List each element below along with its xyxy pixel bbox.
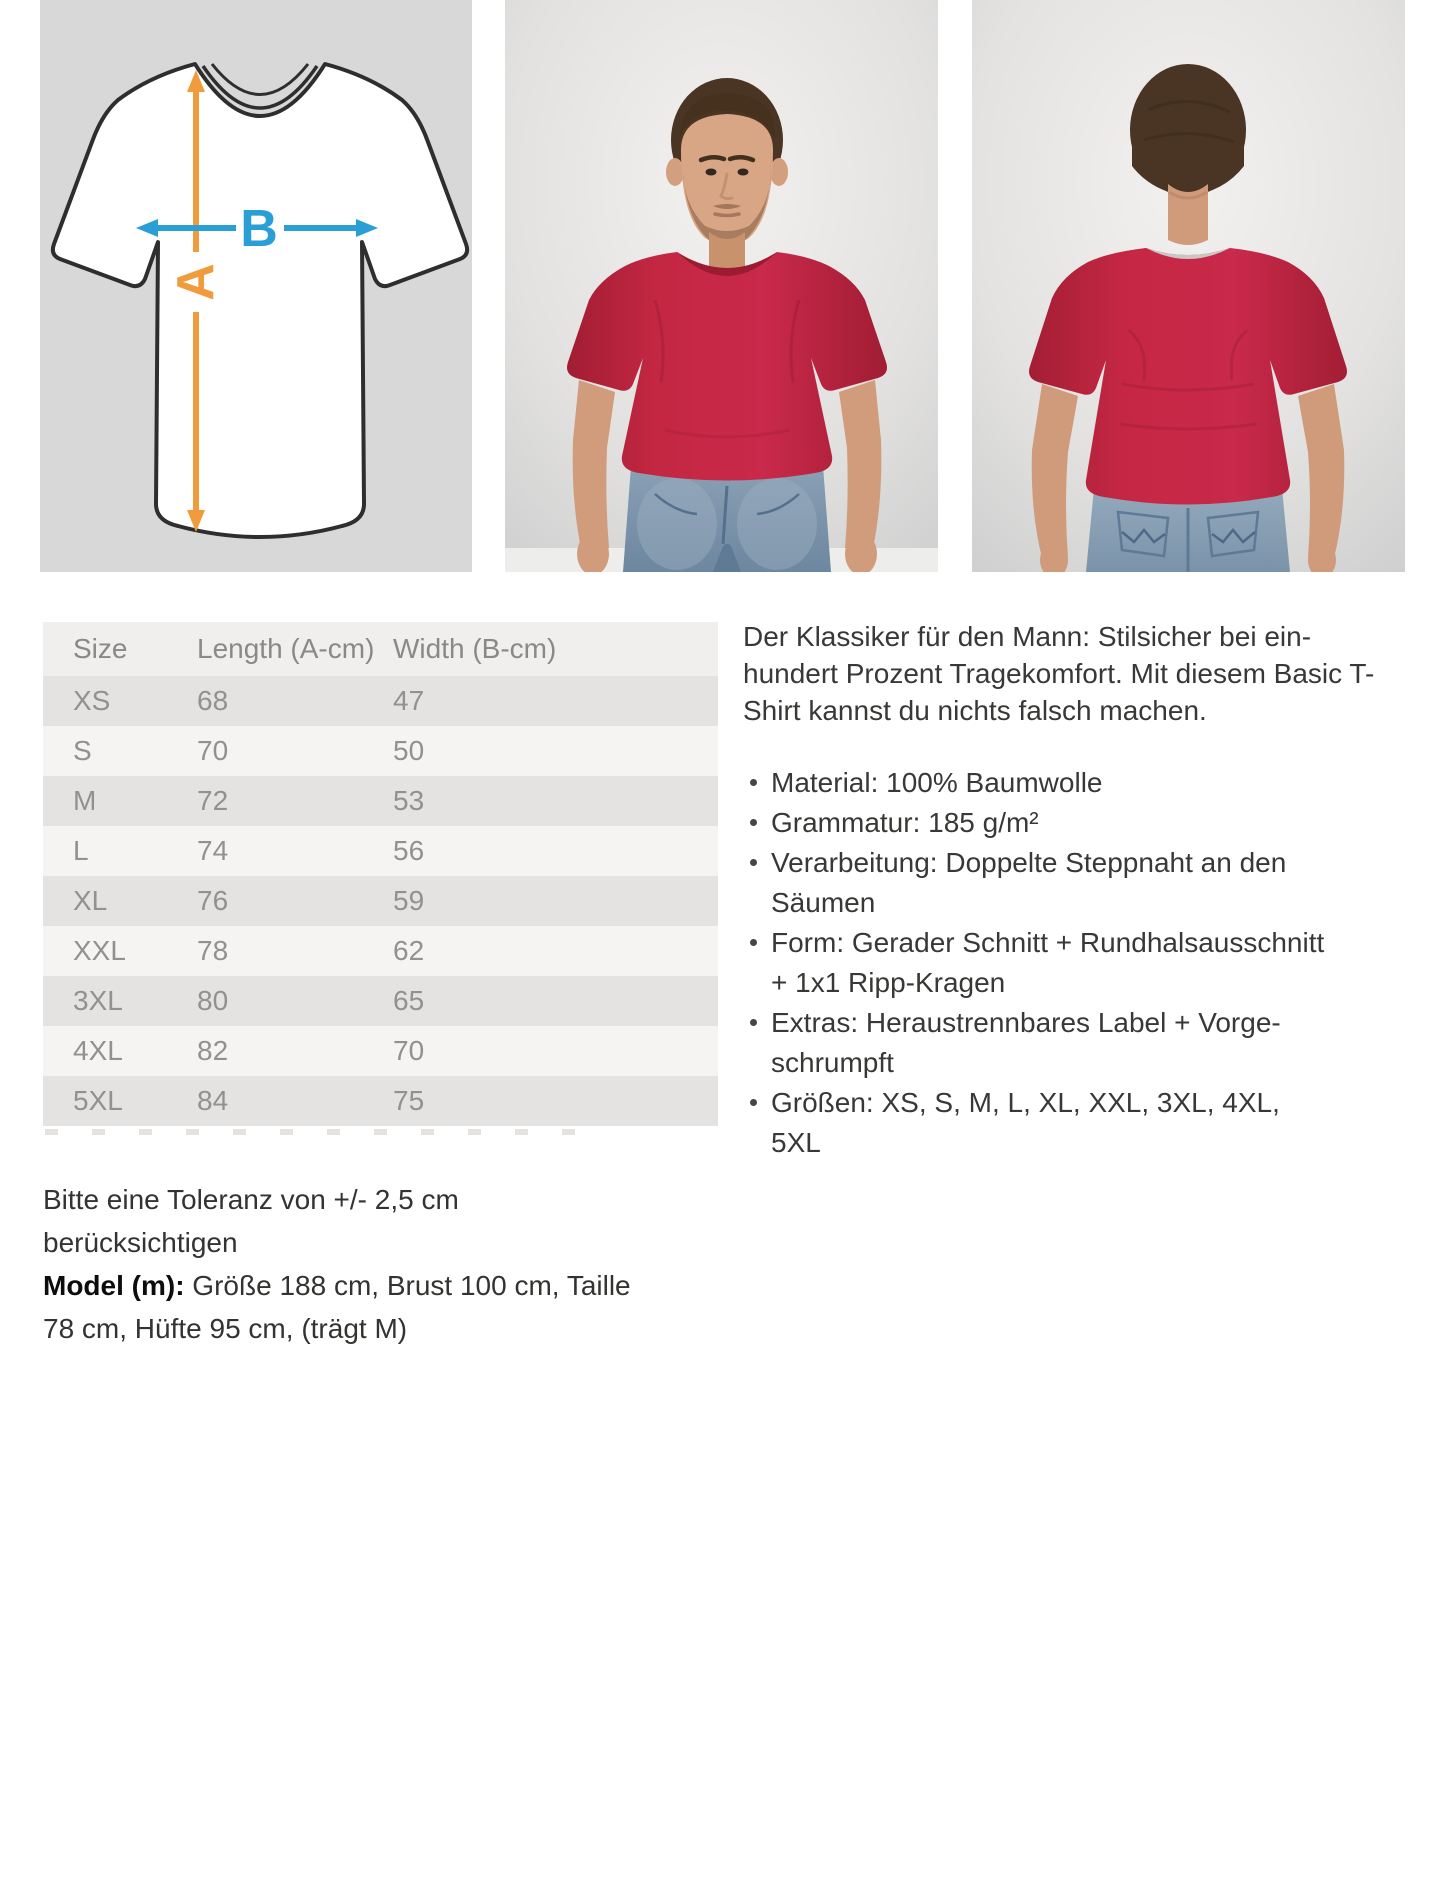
cell-width: 65 (393, 985, 425, 1016)
description-bullet: Form: Gerader Schnitt + Rundhalsausschni… (743, 923, 1329, 1003)
size-table-body: XS 68 47 S 70 50 M 72 53 L (43, 676, 718, 1126)
cell-size: S (73, 735, 92, 766)
column-header-width: Width (B-cm) (393, 633, 557, 664)
cell-size: 5XL (73, 1085, 123, 1116)
collar-band-line2 (210, 63, 310, 96)
column-header-length: Length (A-cm) (197, 633, 375, 664)
tolerance-note: Bitte eine Toleranz von +/- 2,5 cm berüc… (43, 1184, 459, 1258)
description-bullet: Größen: XS, S, M, L, XL, XXL, 3XL, 4XL, … (743, 1083, 1329, 1163)
arrow-B: B (136, 200, 378, 258)
model-note-text: Größe 188 cm, Brust 100 cm, Taille 78 cm… (43, 1270, 631, 1344)
model-front-illustration (505, 0, 938, 572)
description-intro: Der Klassiker für den Mann: Stilsicher b… (743, 621, 1375, 726)
description-bullet: Material: 100% Baumwolle (743, 763, 1329, 803)
description-bullet: Extras: Heraustrennbares Label + Vorge­s… (743, 1003, 1329, 1083)
product-description: Der Klassiker für den Mann: Stilsicher b… (743, 618, 1383, 1163)
arrow-A: A (167, 70, 225, 532)
cell-width: 56 (393, 835, 425, 866)
model-note: Model (m): Größe 188 cm, Brust 100 cm, T… (43, 1264, 655, 1350)
cell-width: 47 (393, 685, 425, 716)
cell-size: L (73, 835, 89, 866)
size-diagram-image: A B (40, 0, 472, 572)
table-row: S 70 50 (43, 726, 718, 776)
label-B: B (240, 200, 278, 258)
cell-size: XS (73, 685, 111, 716)
cell-size: 4XL (73, 1035, 123, 1066)
description-bullet: Verarbeitung: Doppelte Steppnaht an den … (743, 843, 1329, 923)
cell-length: 80 (197, 985, 229, 1016)
cell-width: 62 (393, 935, 425, 966)
table-clipped-row-artifact (45, 1129, 590, 1135)
man-front (567, 78, 887, 572)
cell-size: XL (73, 885, 108, 916)
table-row: XXL 78 62 (43, 926, 718, 976)
table-row: 3XL 80 65 (43, 976, 718, 1026)
table-row: XS 68 47 (43, 676, 718, 726)
size-table: Size Length (A-cm) Width (B-cm) XS 68 47… (43, 622, 718, 1126)
description-bullet-list: Material: 100% Baumwolle Grammatur: 185 … (743, 763, 1329, 1163)
measurement-notes: Bitte eine Toleranz von +/- 2,5 cm berüc… (43, 1178, 655, 1350)
table-row: M 72 53 (43, 776, 718, 826)
cell-width: 53 (393, 785, 425, 816)
cell-size: 3XL (73, 985, 123, 1016)
column-header-size: Size (73, 633, 128, 664)
model-back-photo (972, 0, 1405, 572)
model-note-label: Model (m): (43, 1270, 185, 1301)
cell-length: 70 (197, 735, 229, 766)
cell-size: XXL (73, 935, 126, 966)
cell-length: 74 (197, 835, 229, 866)
cell-length: 76 (197, 885, 229, 916)
collar-band-line (201, 65, 319, 110)
cell-length: 68 (197, 685, 229, 716)
table-row: XL 76 59 (43, 876, 718, 926)
cell-length: 72 (197, 785, 229, 816)
cell-length: 78 (197, 935, 229, 966)
table-row: 5XL 84 75 (43, 1076, 718, 1126)
label-A: A (167, 263, 225, 301)
cell-size: M (73, 785, 97, 816)
model-front-photo (505, 0, 938, 572)
description-bullet: Grammatur: 185 g/m² (743, 803, 1329, 843)
cell-width: 70 (393, 1035, 425, 1066)
table-row: L 74 56 (43, 826, 718, 876)
table-row: 4XL 82 70 (43, 1026, 718, 1076)
tshirt-outline (50, 62, 470, 539)
cell-length: 82 (197, 1035, 229, 1066)
size-table-header: Size Length (A-cm) Width (B-cm) (43, 622, 718, 676)
tshirt-measurement-diagram: A B (40, 0, 472, 572)
cell-width: 50 (393, 735, 425, 766)
cell-length: 84 (197, 1085, 229, 1116)
cell-width: 75 (393, 1085, 425, 1116)
model-back-illustration (972, 0, 1405, 572)
man-back (1029, 64, 1347, 572)
cell-width: 59 (393, 885, 425, 916)
